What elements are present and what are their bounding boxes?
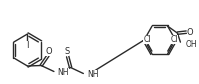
Text: OH: OH — [185, 40, 197, 49]
Text: Cl: Cl — [171, 35, 178, 44]
Text: S: S — [64, 47, 69, 56]
Text: Cl: Cl — [143, 35, 151, 44]
Text: O: O — [187, 28, 194, 37]
Text: I: I — [26, 40, 29, 49]
Text: O: O — [45, 47, 52, 56]
Text: NH: NH — [87, 70, 98, 79]
Text: NH: NH — [57, 68, 69, 77]
